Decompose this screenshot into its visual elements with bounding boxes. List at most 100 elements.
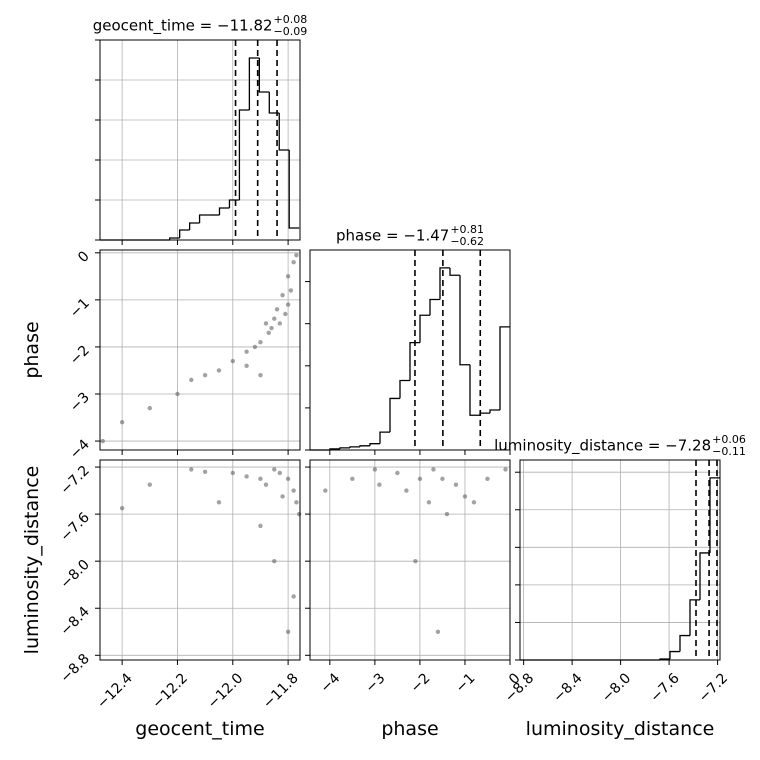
histogram-step: [389, 397, 400, 433]
y-tick-label: −8.0: [57, 557, 92, 592]
histogram-step: [248, 57, 260, 110]
x-tick-label: −4: [318, 670, 344, 696]
panel: phase = −1.47 +0.81−0.62: [305, 223, 511, 455]
x-tick-label: −11.8: [260, 670, 302, 712]
title-upper: +0.08: [274, 13, 308, 26]
sample-point: [285, 274, 291, 279]
panel-title: phase = −1.47: [336, 227, 449, 245]
x-tick-label: −1: [453, 670, 479, 696]
sample-point: [119, 506, 125, 511]
histogram-step: [679, 634, 690, 652]
sample-point: [503, 467, 508, 472]
title-upper: +0.81: [450, 223, 484, 236]
sample-point: [258, 523, 263, 529]
sample-point: [291, 488, 296, 493]
y-tick-label: −7.2: [57, 463, 92, 498]
histogram-step: [339, 447, 350, 449]
sample-point: [285, 629, 291, 634]
sample-point: [372, 467, 378, 472]
sample-point: [404, 488, 409, 493]
sample-point: [413, 558, 418, 564]
sample-point: [291, 260, 296, 265]
sample-point: [435, 629, 441, 634]
sample-point: [377, 482, 382, 487]
x-tick-label: −12.2: [149, 670, 191, 712]
x-tick-label: −2: [408, 670, 434, 696]
sample-point: [471, 500, 477, 505]
histogram-step: [268, 92, 280, 114]
sample-point: [100, 438, 105, 444]
histogram-step: [489, 409, 500, 414]
histogram-step: [709, 477, 720, 553]
sample-point: [202, 372, 208, 378]
axes-frame: [99, 249, 301, 451]
histogram-step: [699, 552, 710, 600]
sample-point: [280, 292, 285, 298]
histogram-step: [399, 379, 410, 399]
sample-point: [202, 469, 208, 474]
axes-frame: [99, 459, 301, 661]
sample-point: [294, 500, 299, 505]
x-axis-label: geocent_time: [135, 718, 264, 740]
sample-point: [244, 474, 249, 479]
sample-point: [280, 494, 285, 499]
sample-point: [288, 288, 294, 293]
x-tick-label: −7.2: [696, 670, 731, 705]
sample-point: [350, 476, 355, 482]
panel: 0 −1 −2 −3 −4 phase: [21, 248, 301, 462]
sample-point: [272, 467, 277, 472]
histogram-step: [349, 446, 360, 448]
title-upper: +0.06: [712, 433, 746, 446]
histogram-step: [188, 222, 200, 230]
sample-point: [283, 311, 288, 317]
panel: −12.4 −12.2 −12.0 −11.8 −7.2 −7.6 −8.0 −8.4 −8.8…: [21, 459, 302, 740]
sample-point: [417, 476, 423, 482]
sample-point: [189, 467, 194, 472]
sample-point: [272, 316, 277, 321]
x-tick-label: −7.6: [647, 670, 682, 705]
panel: geocent_time = −11.82 +0.08−0.09: [93, 13, 308, 245]
sample-point: [431, 467, 436, 472]
sample-point: [147, 482, 152, 487]
histogram-step: [409, 341, 420, 381]
y-tick-label: −7.6: [57, 510, 92, 545]
axes-frame: [519, 459, 721, 661]
sample-point: [462, 494, 468, 499]
histogram-step: [198, 214, 210, 223]
sample-point: [440, 476, 445, 482]
y-tick-label: −2: [67, 342, 93, 368]
panel-title: luminosity_distance = −7.28: [494, 437, 711, 456]
sample-point: [175, 391, 180, 397]
y-axis-label: luminosity_distance: [21, 466, 43, 655]
sample-point: [258, 372, 263, 378]
histogram-step: [449, 267, 460, 276]
histogram-step: [459, 275, 470, 366]
x-tick-label: −12.0: [205, 670, 247, 712]
sample-point: [216, 368, 222, 373]
panel: −8.8 −8.4 −8.0 −7.6 −7.2luminosity_distance …: [494, 433, 746, 740]
title-lower: −0.09: [274, 25, 308, 38]
sample-point: [274, 307, 280, 312]
y-tick-label: −8.8: [57, 651, 92, 686]
sample-point: [244, 363, 249, 368]
x-axis-label: phase: [381, 718, 438, 740]
sample-point: [269, 325, 274, 331]
sample-point: [294, 252, 299, 258]
histogram-step: [179, 229, 190, 238]
sample-point: [258, 340, 263, 345]
histogram-step: [278, 113, 290, 151]
histogram-step: [238, 109, 250, 200]
histogram-step: [419, 314, 430, 343]
sample-point: [285, 302, 291, 307]
histogram-step: [479, 412, 490, 416]
sample-point: [263, 482, 269, 487]
histogram-step: [669, 650, 680, 660]
sample-point: [272, 558, 277, 564]
sample-point: [453, 482, 459, 487]
histogram-step: [379, 431, 390, 444]
histogram-step: [469, 364, 480, 416]
sample-point: [258, 476, 263, 482]
sample-point: [395, 470, 400, 476]
